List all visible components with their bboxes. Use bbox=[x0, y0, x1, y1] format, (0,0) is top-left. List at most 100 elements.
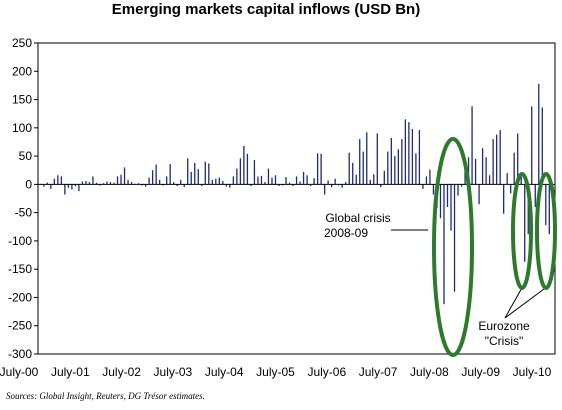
x-tick-label: July-00 bbox=[0, 365, 39, 379]
bar bbox=[488, 175, 491, 185]
bar bbox=[422, 184, 424, 189]
bar bbox=[429, 169, 431, 185]
bar bbox=[492, 139, 494, 185]
bar bbox=[71, 184, 73, 190]
bar bbox=[267, 168, 270, 185]
bar bbox=[95, 182, 98, 185]
x-tick-label: July-09 bbox=[461, 365, 500, 379]
bar bbox=[299, 181, 301, 185]
x-tick-label: July-01 bbox=[51, 365, 90, 379]
bar bbox=[380, 184, 382, 188]
bar bbox=[197, 169, 199, 185]
y-tick-label: 50 bbox=[19, 149, 33, 163]
bar bbox=[99, 184, 101, 186]
bar bbox=[127, 179, 129, 185]
bar bbox=[418, 130, 421, 185]
bar bbox=[548, 184, 550, 235]
bar bbox=[513, 152, 515, 185]
bar bbox=[236, 168, 238, 185]
y-tick-label: 250 bbox=[12, 36, 32, 50]
bar bbox=[155, 164, 157, 185]
y-tick-label: -300 bbox=[8, 347, 32, 361]
bar bbox=[158, 179, 161, 185]
bar bbox=[366, 132, 368, 185]
bar bbox=[225, 184, 227, 187]
bar bbox=[450, 184, 452, 231]
bar bbox=[534, 184, 536, 207]
bar bbox=[338, 184, 340, 186]
annotation-global-crisis-line2: 2008-09 bbox=[324, 226, 368, 240]
bar bbox=[394, 156, 396, 185]
x-tick-label: July-04 bbox=[205, 365, 244, 379]
bar bbox=[359, 139, 361, 185]
bar bbox=[239, 158, 242, 185]
bar bbox=[253, 160, 256, 185]
bar bbox=[495, 134, 498, 185]
bar bbox=[180, 179, 182, 185]
bar bbox=[352, 162, 354, 185]
bar bbox=[102, 183, 105, 185]
bar bbox=[137, 183, 140, 185]
bar bbox=[201, 184, 203, 187]
x-tick-label: July-02 bbox=[102, 365, 141, 379]
bar bbox=[106, 181, 108, 185]
bar bbox=[113, 182, 115, 185]
bar bbox=[50, 184, 52, 189]
bar bbox=[411, 128, 414, 185]
bar bbox=[123, 167, 126, 185]
bar bbox=[520, 176, 522, 185]
bar bbox=[292, 184, 294, 187]
chart-axes: 250 200 150 100 50 0 -50 -100 -150 -200 -250 -300 Ju… bbox=[0, 36, 556, 379]
bar bbox=[278, 184, 280, 187]
bar bbox=[439, 184, 442, 219]
bar bbox=[415, 153, 417, 185]
bar bbox=[481, 148, 484, 185]
bar bbox=[43, 184, 45, 187]
bar bbox=[295, 176, 298, 185]
bar bbox=[187, 158, 189, 185]
bar bbox=[53, 178, 55, 185]
bar bbox=[78, 184, 80, 192]
x-tick-label: July-08 bbox=[410, 365, 449, 379]
bar bbox=[211, 179, 213, 185]
bar bbox=[320, 153, 322, 185]
bar bbox=[183, 184, 185, 188]
bar bbox=[517, 133, 519, 185]
bar bbox=[309, 184, 312, 187]
bar bbox=[204, 161, 206, 185]
bar bbox=[116, 176, 119, 185]
bar bbox=[229, 184, 231, 188]
bar bbox=[404, 119, 407, 185]
bar bbox=[162, 184, 164, 186]
bar bbox=[285, 177, 287, 185]
annotation-eurozone-leader-2 bbox=[504, 288, 545, 319]
bar bbox=[141, 184, 143, 186]
bar bbox=[302, 171, 305, 185]
bar bbox=[506, 173, 508, 185]
bar bbox=[208, 163, 210, 185]
y-tick-label: 0 bbox=[25, 177, 32, 191]
bar bbox=[373, 174, 375, 185]
chart-title: Emerging markets capital inflows (USD Bn… bbox=[112, 1, 420, 18]
eurozone-crisis-ellipse-2 bbox=[535, 172, 557, 290]
bar bbox=[369, 179, 371, 185]
plot-frame bbox=[37, 42, 556, 355]
bar bbox=[271, 177, 273, 185]
y-tick-label: -150 bbox=[8, 262, 32, 276]
bar bbox=[257, 176, 259, 185]
bar bbox=[471, 106, 473, 185]
x-tick-label: July-05 bbox=[256, 365, 295, 379]
bar bbox=[288, 182, 291, 185]
annotation-global-crisis-line1: Global crisis bbox=[325, 211, 390, 225]
bar bbox=[264, 182, 266, 185]
annotation-eurozone-leader-1 bbox=[504, 285, 524, 319]
bar bbox=[387, 151, 389, 185]
x-tick-label: July-06 bbox=[307, 365, 346, 379]
bar bbox=[331, 184, 333, 188]
bar bbox=[316, 153, 319, 185]
y-tick-label: 200 bbox=[12, 64, 32, 78]
bar bbox=[401, 139, 403, 185]
bar bbox=[362, 151, 364, 185]
bar bbox=[408, 122, 410, 185]
